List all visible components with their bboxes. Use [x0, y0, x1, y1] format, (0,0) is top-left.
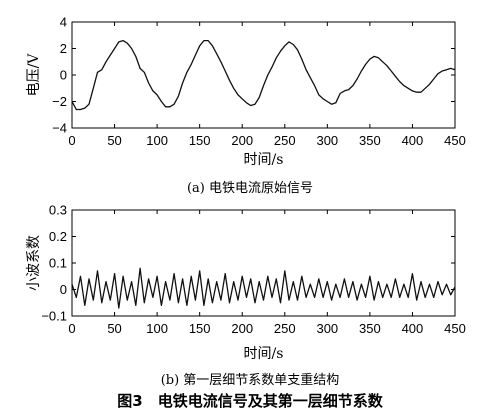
- panel-a-ytick-label: 0: [60, 68, 67, 83]
- panel-a-xtick-label: 450: [444, 133, 466, 148]
- panel-b-ytick-label: 0.1: [49, 256, 67, 271]
- panel-b: 0 50 100 150 200 250 300 350 400 450−0.100.10.20.…: [26, 203, 466, 363]
- panel-a-xtick-label: 100: [146, 133, 168, 148]
- panel-b-xlabel: 时间/s: [244, 346, 284, 362]
- panel-a-caption: (a) 电铁电流原始信号: [187, 181, 313, 196]
- panel-b-series-line: [71, 267, 456, 309]
- panel-b-xtick-label: 400: [402, 321, 424, 336]
- panel-b-caption: (b) 第一层细节系数单支重结构: [161, 372, 340, 388]
- panel-a-ytick-label: −4: [52, 121, 67, 136]
- panel-a-xtick-label: 350: [359, 133, 381, 148]
- panel-a-ytick-label: 2: [60, 41, 67, 56]
- panel-b-ylabel: 小波系数: [26, 235, 42, 291]
- panel-a-ytick-label: 4: [60, 15, 67, 30]
- panel-b-ytick-label: −0.1: [41, 309, 67, 324]
- panel-b-xtick-label: 150: [189, 321, 211, 336]
- panel-a-ytick-label: −2: [52, 94, 67, 109]
- panel-b-xtick-label: 0: [68, 321, 75, 336]
- panel-a-xtick-label: 150: [189, 133, 211, 148]
- panel-b-xtick-label: 350: [359, 321, 381, 336]
- panel-a-series-line: [71, 39, 456, 111]
- panel-a-xtick-label: 400: [402, 133, 424, 148]
- panel-b-xtick-label: 50: [107, 321, 121, 336]
- figure-caption: 图3 电铁电流信号及其第一层细节系数: [117, 392, 383, 410]
- panel-a-xtick-label: 250: [274, 133, 296, 148]
- panel-a-xlabel: 时间/s: [244, 152, 284, 168]
- panel-a-ylabel: 电压/V: [26, 53, 42, 97]
- panel-b-ytick-label: 0: [60, 282, 67, 297]
- panel-b-xtick-label: 250: [274, 321, 296, 336]
- panel-a-axes-frame: [71, 21, 456, 129]
- panel-b-ytick-label: 0.3: [49, 203, 67, 218]
- panel-a-xtick-label: 200: [231, 133, 253, 148]
- panel-a-xtick-label: 300: [316, 133, 338, 148]
- panel-a: 0 50 100 150 200 250 300 350 400 450 −4 −2 0 2 4 时间/s 电压…: [26, 15, 466, 169]
- panel-a-xtick-label: 50: [107, 133, 121, 148]
- panel-b-ytick-label: 0.2: [49, 229, 67, 244]
- panel-a-xtick-label: 0: [68, 133, 75, 148]
- panel-b-xtick-label: 300: [316, 321, 338, 336]
- panel-b-xtick-label: 100: [146, 321, 168, 336]
- panel-b-xtick-label: 200: [231, 321, 253, 336]
- panel-b-xtick-label: 450: [444, 321, 466, 336]
